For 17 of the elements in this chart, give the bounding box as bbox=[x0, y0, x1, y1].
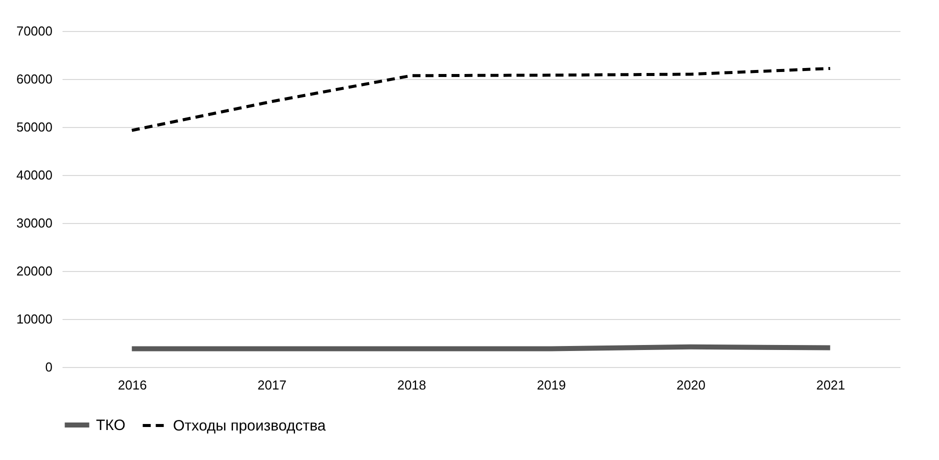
x-tick-label: 2016 bbox=[118, 378, 147, 392]
x-tick-label: 2021 bbox=[816, 378, 846, 392]
y-tick-label: 30000 bbox=[16, 216, 52, 230]
x-tick-label: 2018 bbox=[397, 378, 426, 392]
y-tick-label: 50000 bbox=[16, 120, 52, 134]
x-tick-label: 2017 bbox=[258, 378, 286, 392]
y-tick-label: 70000 bbox=[16, 24, 52, 38]
x-tick-label: 2020 bbox=[676, 378, 706, 392]
x-tick-label: 2019 bbox=[536, 378, 566, 392]
y-tick-label: 10000 bbox=[16, 312, 52, 326]
y-tick-label: 60000 bbox=[16, 72, 52, 86]
y-tick-label: 0 bbox=[45, 360, 52, 374]
y-tick-label: 20000 bbox=[16, 264, 52, 278]
line-series bbox=[130, 66, 832, 132]
y-tick-label: 40000 bbox=[16, 168, 52, 182]
legend-label: ТКО bbox=[96, 417, 126, 434]
legend-label: Отходы производства bbox=[173, 418, 326, 434]
